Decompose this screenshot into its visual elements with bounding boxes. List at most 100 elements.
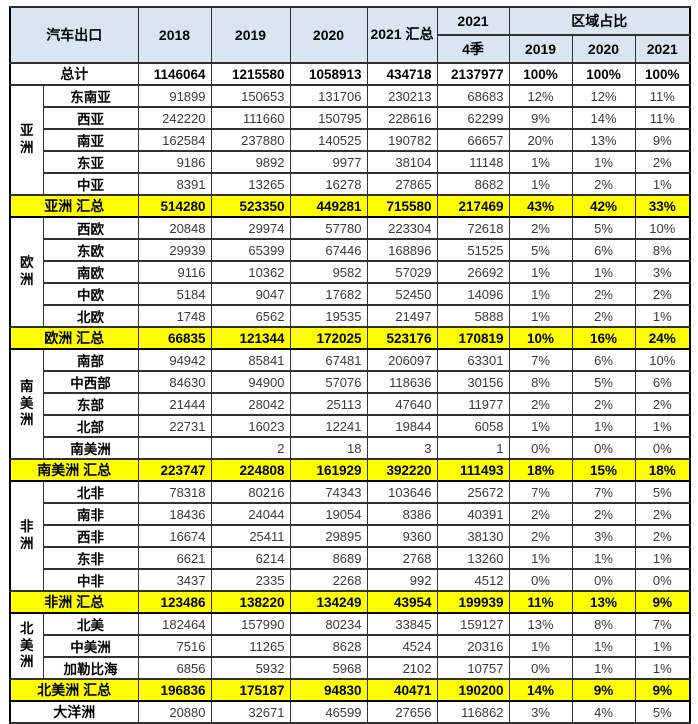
region-row: 西亚 242220 111660 150795 228616 62299 9% 14% 11% — [10, 106, 691, 130]
value-cell: 57780 — [289, 216, 368, 240]
auto-export-table: 汽车出口 2018 2019 2020 2021 汇总 2021 区域占比 4季… — [9, 6, 692, 724]
value-cell: 2% — [571, 502, 636, 526]
value-cell: 111660 — [210, 106, 291, 130]
total-value-cell: 1215580 — [210, 62, 291, 86]
value-cell: 7% — [571, 480, 636, 504]
region-row: 北欧 1748 6562 19535 21497 5888 1% 2% 1% — [10, 304, 691, 328]
value-cell: 28042 — [210, 392, 291, 416]
value-cell: 8% — [508, 370, 573, 394]
summary-value-cell: 514280 — [137, 194, 212, 218]
value-cell: 78318 — [137, 480, 212, 504]
header-row-2: 4季 2019 2020 2021 — [10, 34, 691, 64]
value-cell: 52450 — [366, 282, 438, 306]
subregion-label: 南部 — [42, 348, 139, 372]
value-cell: 10% — [634, 216, 691, 240]
region-row: 非洲 北非 78318 80216 74343 103646 25672 7% 7% 5% — [9, 480, 691, 592]
value-cell: 7% — [508, 480, 573, 504]
region-row: 北美洲 北美 182464 157990 80234 33845 159127 13% 8% 7% — [9, 612, 691, 680]
value-cell: 230213 — [366, 84, 438, 108]
region-row: 东部 21444 28042 25113 47640 11977 2% 2% 2% — [10, 392, 691, 416]
subregion-label: 西亚 — [42, 106, 139, 130]
value-cell: 14096 — [436, 282, 510, 306]
col-header-2019: 2019 — [210, 6, 291, 64]
summary-value-cell: 40471 — [366, 678, 438, 702]
subregion-label: 南欧 — [42, 260, 139, 284]
summary-value-cell: 172025 — [289, 326, 368, 350]
continent-label: 非洲 — [9, 480, 44, 592]
value-cell: 5888 — [436, 304, 510, 328]
value-cell: 74343 — [289, 480, 368, 504]
value-cell: 11977 — [436, 392, 510, 416]
value-cell: 66657 — [436, 128, 510, 152]
row-label-total: 总计 — [9, 62, 139, 86]
value-cell: 7% — [508, 348, 573, 372]
region-row: 亚洲 东南亚 91899 150653 131706 230213 68683 12% 12% 1… — [9, 84, 691, 196]
value-cell: 5% — [634, 700, 691, 724]
subregion-label: 西欧 — [42, 216, 139, 240]
value-cell: 223304 — [366, 216, 438, 240]
summary-value-cell: 11% — [508, 590, 573, 614]
subregion-label: 东南亚 — [42, 84, 139, 108]
subregion-label: 中亚 — [42, 172, 139, 196]
region-row: 东亚 9186 9892 9977 38104 11148 1% 1% 2% — [10, 150, 691, 174]
col-header-q4: 4季 — [436, 34, 510, 64]
share-col-2019: 2019 — [508, 34, 573, 64]
subregion-label: 北欧 — [42, 304, 139, 328]
value-cell: 0% — [571, 568, 636, 592]
summary-value-cell: 94830 — [289, 678, 368, 702]
value-cell: 57029 — [366, 260, 438, 284]
value-cell: 29895 — [289, 524, 368, 548]
value-cell: 168896 — [366, 238, 438, 262]
total-value-cell: 2137977 — [436, 62, 510, 86]
value-cell: 27865 — [366, 172, 438, 196]
subregion-label: 中西部 — [42, 370, 139, 394]
region-row: 东非 6621 6214 8689 2768 13260 1% 1% 1% — [10, 546, 691, 570]
value-cell: 2% — [508, 392, 573, 416]
value-cell: 0% — [508, 436, 573, 460]
value-cell: 9% — [634, 128, 691, 152]
summary-value-cell: 43% — [508, 194, 573, 218]
subregion-label: 中非 — [42, 568, 139, 592]
value-cell: 5% — [571, 370, 636, 394]
subregion-label: 中美洲 — [42, 634, 139, 658]
value-cell: 21444 — [137, 392, 212, 416]
value-cell: 242220 — [137, 106, 212, 130]
value-cell: 62299 — [436, 106, 510, 130]
value-cell: 80216 — [210, 480, 291, 504]
value-cell: 2 — [210, 436, 291, 460]
value-cell: 24044 — [210, 502, 291, 526]
value-cell: 1% — [634, 414, 691, 438]
region-row: 中欧 5184 9047 17682 52450 14096 1% 2% 2% — [10, 282, 691, 306]
value-cell: 190782 — [366, 128, 438, 152]
value-cell: 29939 — [137, 238, 212, 262]
value-cell: 13265 — [210, 172, 291, 196]
summary-value-cell: 18% — [508, 458, 573, 482]
value-cell: 16278 — [289, 172, 368, 196]
summary-value-cell: 223747 — [137, 458, 212, 482]
value-cell: 0% — [634, 568, 691, 592]
summary-value-cell: 196836 — [137, 678, 212, 702]
summary-value-cell: 33% — [634, 194, 691, 218]
region-row: 中非 3437 2335 2268 992 4512 0% 0% 0% — [10, 568, 691, 592]
value-cell: 22731 — [137, 414, 212, 438]
value-cell: 67446 — [289, 238, 368, 262]
summary-value-cell: 190200 — [436, 678, 510, 702]
summary-value-cell: 523176 — [366, 326, 438, 350]
summary-value-cell: 121344 — [210, 326, 291, 350]
value-cell: 38104 — [366, 150, 438, 174]
value-cell: 8386 — [366, 502, 438, 526]
region-row: 中美洲 7516 11265 8628 4524 20316 1% 1% 1% — [10, 634, 691, 658]
value-cell: 94942 — [137, 348, 212, 372]
value-cell: 4524 — [366, 634, 438, 658]
value-cell: 8628 — [289, 634, 368, 658]
value-cell: 25113 — [289, 392, 368, 416]
value-cell: 0% — [634, 436, 691, 460]
value-cell: 2% — [571, 282, 636, 306]
value-cell: 18436 — [137, 502, 212, 526]
value-cell: 150653 — [210, 84, 291, 108]
value-cell: 8% — [634, 238, 691, 262]
value-cell: 5% — [571, 216, 636, 240]
value-cell: 10% — [634, 348, 691, 372]
value-cell: 6% — [634, 370, 691, 394]
value-cell: 4512 — [436, 568, 510, 592]
